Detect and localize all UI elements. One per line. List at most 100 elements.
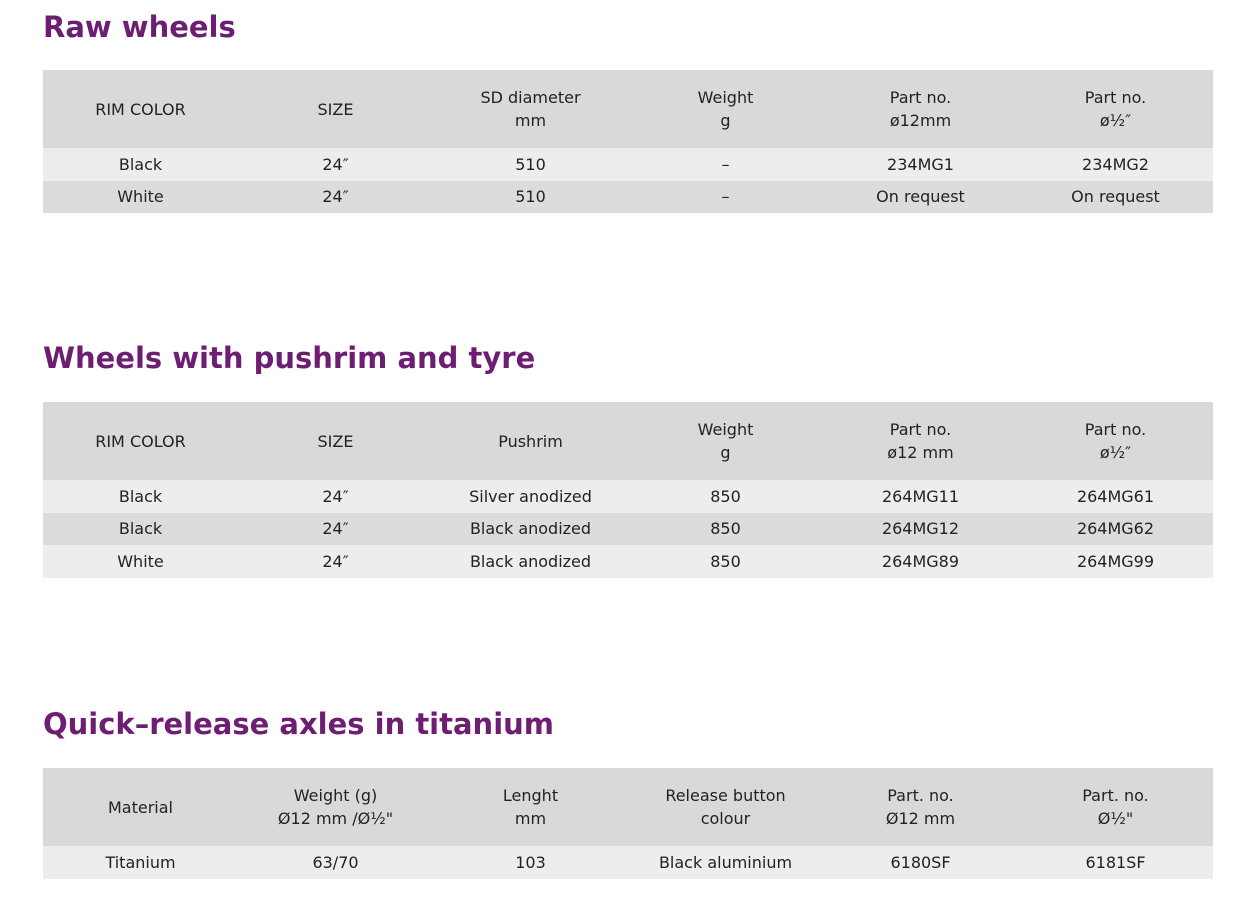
table: RIM COLOR SIZE SD diameter mm Weight g Part no…: [43, 70, 1213, 213]
header-cell: Weight (g) Ø12 mm /Ø½": [238, 768, 433, 846]
cell: Black anodized: [469, 519, 592, 539]
cell: Black: [118, 154, 163, 174]
section-title: Raw wheels: [43, 10, 236, 44]
header-line: Lenght: [502, 786, 559, 805]
header-cell: SD diameter mm: [433, 70, 628, 148]
header-cell: RIM COLOR: [43, 402, 238, 480]
header-line: ø12mm: [889, 111, 952, 130]
header-cell: Part no. ø12mm: [823, 70, 1018, 148]
header-line: Weight: [697, 88, 754, 107]
cell: Silver anodized: [469, 486, 592, 506]
header-line: Part no.: [889, 88, 952, 107]
table-row: White 24″ Black anodized 850 264MG89 264MG99: [43, 545, 1213, 578]
header-line: Part no.: [1084, 420, 1147, 439]
cell: 24″: [322, 187, 349, 207]
cell: Titanium: [105, 852, 176, 872]
header-cell: Weight g: [628, 70, 823, 148]
cell: 24″: [322, 551, 349, 571]
cell: Black anodized: [469, 551, 592, 571]
header-cell: Lenght mm: [433, 768, 628, 846]
header-line: Pushrim: [498, 431, 563, 451]
table: Material Weight (g) Ø12 mm /Ø½" Lenght mm Rel…: [43, 768, 1213, 879]
table-row: Black 24″ Black anodized 850 264MG12 264MG62: [43, 512, 1213, 545]
header-cell: Part no. ø½″: [1018, 70, 1213, 148]
header-line: mm: [514, 111, 547, 130]
cell: 264MG61: [1076, 486, 1155, 506]
header-cell: Pushrim: [433, 402, 628, 480]
cell: Black: [118, 486, 163, 506]
header-cell: Part no. ø12 mm: [823, 402, 1018, 480]
header-line: mm: [514, 809, 547, 828]
header-line: g: [720, 443, 731, 462]
header-line: RIM COLOR: [95, 431, 186, 451]
header-cell: SIZE: [238, 402, 433, 480]
header-cell: Part. no. Ø12 mm: [823, 768, 1018, 846]
header-cell: Weight g: [628, 402, 823, 480]
section-title: Quick–release axles in titanium: [43, 707, 554, 741]
cell: 264MG89: [881, 551, 960, 571]
cell: –: [721, 154, 730, 174]
cell: White: [117, 551, 164, 571]
cell: 510: [515, 154, 546, 174]
header-cell: RIM COLOR: [43, 70, 238, 148]
header-line: SIZE: [317, 99, 354, 119]
cell: –: [721, 187, 730, 207]
header-line: ø½″: [1099, 111, 1132, 130]
cell: 6181SF: [1085, 852, 1146, 872]
header-row: RIM COLOR SIZE SD diameter mm Weight g Part no…: [43, 70, 1213, 148]
cell: 510: [515, 187, 546, 207]
header-row: RIM COLOR SIZE Pushrim Weight g Part no. ø12 m…: [43, 402, 1213, 480]
cell: 63/70: [312, 852, 359, 872]
cell: 264MG62: [1076, 519, 1155, 539]
table-row: White 24″ 510 – On request On request: [43, 180, 1213, 213]
cell: 264MG99: [1076, 551, 1155, 571]
header-line: Weight: [697, 420, 754, 439]
cell: 264MG12: [881, 519, 960, 539]
header-line: Ø12 mm /Ø½": [277, 809, 394, 828]
cell: 850: [710, 551, 741, 571]
cell: 234MG1: [887, 154, 954, 174]
header-line: Material: [108, 797, 173, 817]
header-line: SD diameter: [480, 88, 581, 107]
header-line: Ø½": [1097, 809, 1134, 828]
cell: Black: [118, 519, 163, 539]
cell: 234MG2: [1082, 154, 1149, 174]
cell: 24″: [322, 486, 349, 506]
header-cell: Release button colour: [628, 768, 823, 846]
cell: On request: [1071, 187, 1160, 207]
cell: 24″: [322, 519, 349, 539]
header-line: ø½″: [1099, 443, 1132, 462]
header-line: colour: [700, 809, 751, 828]
table-row: Black 24″ Silver anodized 850 264MG11 264MG61: [43, 480, 1213, 513]
cell: White: [117, 187, 164, 207]
header-line: SIZE: [317, 431, 354, 451]
cell: Black aluminium: [658, 852, 793, 872]
table: RIM COLOR SIZE Pushrim Weight g Part no. ø12 m…: [43, 402, 1213, 578]
cell: 24″: [322, 154, 349, 174]
table-row: Black 24″ 510 – 234MG1 234MG2: [43, 148, 1213, 181]
header-line: Part no.: [889, 420, 952, 439]
header-line: RIM COLOR: [95, 99, 186, 119]
header-row: Material Weight (g) Ø12 mm /Ø½" Lenght mm Rel…: [43, 768, 1213, 846]
header-line: Weight (g): [293, 786, 378, 805]
header-line: Part. no.: [887, 786, 954, 805]
header-line: Part no.: [1084, 88, 1147, 107]
cell: 850: [710, 519, 741, 539]
header-cell: SIZE: [238, 70, 433, 148]
header-line: Release button: [665, 786, 786, 805]
cell: 103: [515, 852, 546, 872]
header-line: g: [720, 111, 731, 130]
cell: On request: [876, 187, 965, 207]
section-title: Wheels with pushrim and tyre: [43, 341, 536, 375]
header-cell: Material: [43, 768, 238, 846]
header-line: Part. no.: [1082, 786, 1149, 805]
header-cell: Part no. ø½″: [1018, 402, 1213, 480]
cell: 264MG11: [881, 486, 960, 506]
header-line: Ø12 mm: [885, 809, 956, 828]
header-line: ø12 mm: [887, 443, 954, 462]
cell: 850: [710, 486, 741, 506]
cell: 6180SF: [890, 852, 951, 872]
table-row: Titanium 63/70 103 Black aluminium 6180SF 618…: [43, 846, 1213, 879]
header-cell: Part. no. Ø½": [1018, 768, 1213, 846]
